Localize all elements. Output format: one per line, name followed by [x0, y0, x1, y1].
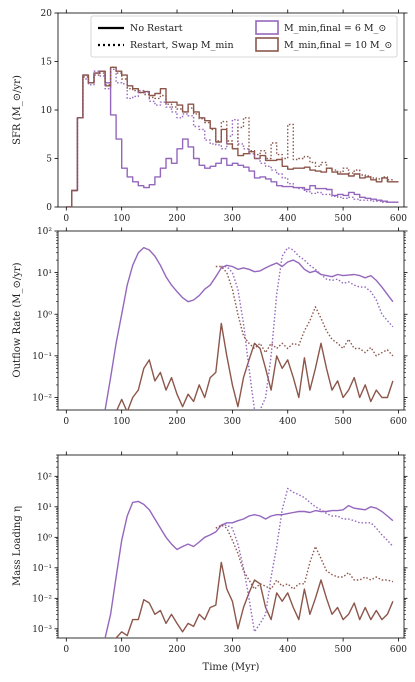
legend-6msun-label: M_min,final = 6 M_⊙ [284, 23, 386, 34]
y-tick-label: 10² [37, 473, 52, 483]
series-line-3 [66, 66, 399, 207]
x-tick-label: 600 [390, 214, 407, 224]
series-line-3 [215, 524, 394, 590]
x-tick-label: 200 [168, 417, 185, 427]
y-tick-label: 10⁰ [37, 310, 52, 320]
y-tick-label: 10² [37, 227, 52, 237]
x-tick-label: 500 [335, 214, 352, 224]
x-tick-label: 400 [279, 645, 296, 655]
mass-loading-plot-frame [57, 454, 405, 639]
legend: No Restart Restart, Swap M_min M_min,fin… [90, 15, 398, 58]
y-tick-label: 10⁻² [32, 595, 52, 605]
x-tick-label: 100 [113, 645, 130, 655]
x-tick-label: 0 [63, 645, 69, 655]
legend-10msun-label: M_min,final = 10 M_⊙ [284, 40, 392, 51]
x-tick-label: 600 [390, 417, 407, 427]
y-tick-label: 5 [46, 155, 52, 165]
y-tick-label: 10 [41, 106, 53, 116]
x-tick-label: 300 [224, 214, 241, 224]
y-tick-label: 10⁻² [32, 394, 52, 404]
y-tick-label: 10⁰ [37, 534, 52, 544]
legend-6msun-swatch [255, 20, 279, 35]
x-tick-label: 0 [63, 417, 69, 427]
y-tick-label: 20 [41, 9, 53, 19]
outflow-y-axis-label: Outflow Rate (M_⊙/yr) [12, 262, 23, 377]
outflow-tick-layer: 0 100 200 300 400 500 600 10⁻² 10⁻¹ 10⁰ 10¹ 10² [32, 227, 408, 427]
x-tick-label: 300 [224, 645, 241, 655]
outflow-series-layer [104, 246, 394, 410]
series-line-0 [104, 246, 394, 410]
x-tick-label: 500 [335, 645, 352, 655]
sfr-tick-layer: 0 100 200 300 400 500 600 0 5 10 15 20 [41, 9, 408, 224]
legend-no-restart-label: No Restart [130, 23, 183, 34]
y-tick-label: 10⁻¹ [32, 352, 52, 362]
x-tick-label: 600 [390, 645, 407, 655]
series-line-1 [116, 322, 394, 410]
legend-box [90, 15, 398, 58]
mass-loading-y-axis-label: Mass Loading η [12, 506, 23, 586]
y-tick-label: 10⁻³ [32, 625, 52, 635]
series-line-3 [215, 265, 394, 357]
y-tick-label: 10¹ [37, 503, 52, 513]
x-tick-label: 500 [335, 417, 352, 427]
y-tick-label: 0 [46, 203, 52, 213]
x-axis-label: Time (Myr) [203, 662, 260, 673]
mass-loading-tick-layer: 0 100 200 300 400 500 600 10⁻³ 10⁻² 10⁻¹ 10⁰ 10¹ 10² [32, 451, 408, 655]
x-tick-label: 400 [279, 417, 296, 427]
y-tick-label: 15 [41, 58, 53, 68]
y-tick-label: 10¹ [37, 269, 52, 279]
x-tick-label: 200 [168, 214, 185, 224]
series-line-1 [66, 66, 399, 207]
sfr-series-layer [66, 66, 399, 207]
x-tick-label: 100 [113, 214, 130, 224]
x-tick-label: 200 [168, 645, 185, 655]
series-line-0 [104, 500, 394, 638]
series-line-2 [221, 246, 394, 410]
series-line-1 [113, 561, 394, 638]
x-tick-label: 100 [113, 417, 130, 427]
mass-loading-series-layer [104, 487, 394, 638]
legend-restart-label: Restart, Swap M_min [130, 40, 234, 51]
mass-loading-panel: 0 100 200 300 400 500 600 10⁻³ 10⁻² 10⁻¹ 10⁰ 10¹ 10²… [12, 451, 408, 673]
y-tick-label: 10⁻¹ [32, 564, 52, 574]
outflow-panel: 0 100 200 300 400 500 600 10⁻² 10⁻¹ 10⁰ 10¹ 10² Out… [12, 227, 408, 427]
series-line-0 [66, 70, 399, 207]
sfr-panel: 0 100 200 300 400 500 600 0 5 10 15 20 SFR (M_⊙/yr)… [12, 9, 408, 224]
x-tick-label: 400 [279, 214, 296, 224]
legend-10msun-swatch [255, 37, 279, 52]
x-tick-label: 0 [63, 214, 69, 224]
series-line-2 [66, 68, 399, 207]
sfr-y-axis-label: SFR (M_⊙/yr) [12, 75, 23, 145]
x-tick-label: 300 [224, 417, 241, 427]
